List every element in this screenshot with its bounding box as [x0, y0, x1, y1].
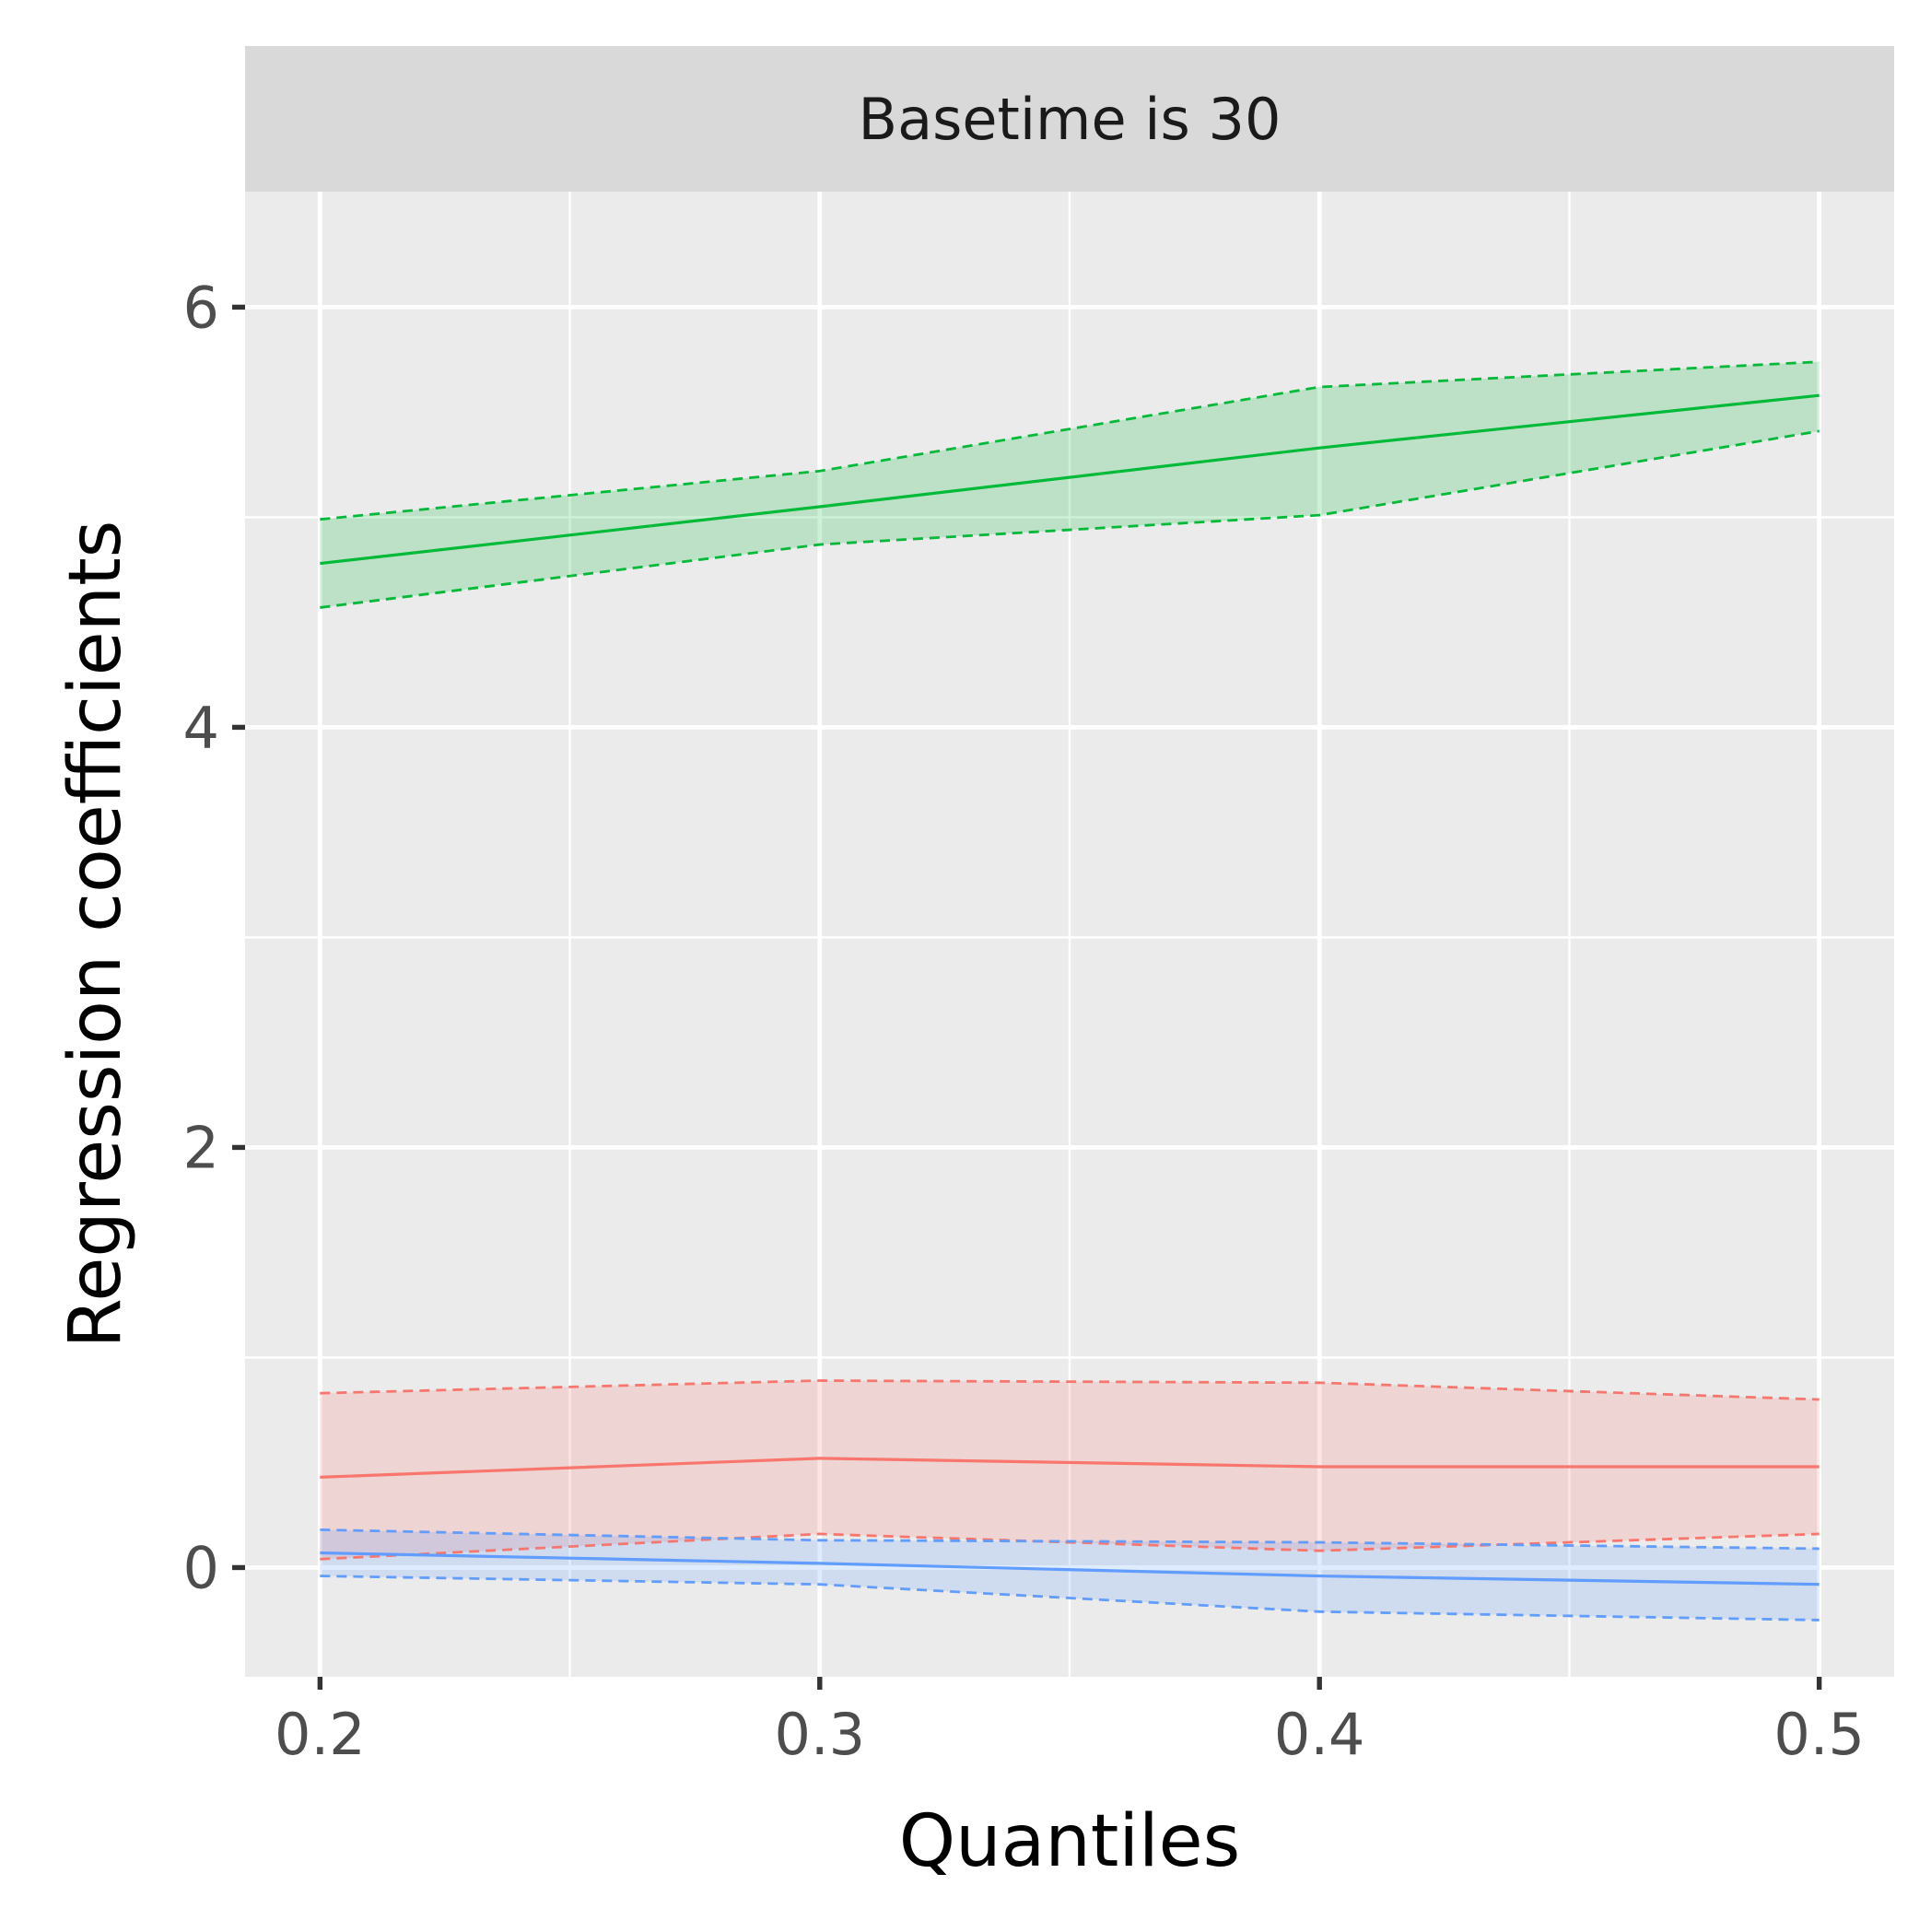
facet-strip — [245, 46, 1894, 192]
confidence-band-2 — [320, 361, 1820, 608]
facet-strip-label: Basetime is 30 — [859, 86, 1281, 153]
confidence-band-1 — [320, 1380, 1820, 1560]
upper-bound-line-3 — [320, 1528, 1820, 1551]
estimate-line-2 — [320, 393, 1820, 566]
y-axis-title: Regression coefficients — [54, 521, 137, 1349]
x-axis: 0.2 0.3 0.4 0.5 — [275, 1677, 1865, 1768]
minor-gridlines — [245, 192, 1894, 1677]
y-tick-label: 6 — [183, 274, 219, 341]
lower-bound-line-2 — [320, 429, 1820, 609]
estimate-line-3 — [320, 1551, 1820, 1587]
x-tick-label: 0.5 — [1773, 1701, 1865, 1768]
confidence-bands — [320, 361, 1820, 1621]
major-gridlines — [245, 192, 1894, 1677]
confidence-bound-lines — [320, 360, 1820, 1622]
y-tick-label: 4 — [183, 694, 219, 761]
estimate-line-1 — [320, 1457, 1820, 1479]
estimate-lines — [320, 393, 1820, 1587]
confidence-band-3 — [320, 1529, 1820, 1621]
upper-bound-line-1 — [320, 1379, 1820, 1401]
y-tick-label: 2 — [183, 1114, 219, 1181]
upper-bound-line-2 — [320, 360, 1820, 521]
y-axis: 0 2 4 6 — [183, 274, 245, 1601]
x-tick-label: 0.2 — [275, 1701, 366, 1768]
x-axis-title: Quantiles — [899, 1800, 1241, 1883]
x-tick-label: 0.4 — [1274, 1701, 1365, 1768]
x-tick-label: 0.3 — [774, 1701, 865, 1768]
lower-bound-line-3 — [320, 1575, 1820, 1622]
y-tick-label: 0 — [183, 1534, 219, 1601]
